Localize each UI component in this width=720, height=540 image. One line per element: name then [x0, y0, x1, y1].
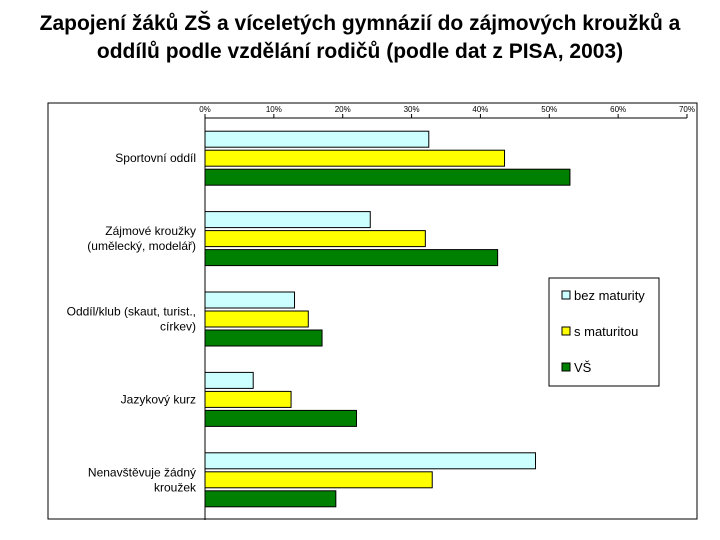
legend-label: bez maturity [574, 288, 645, 303]
legend-label: VŠ [574, 360, 592, 375]
bar [204, 329, 323, 347]
bar [204, 390, 292, 408]
x-tick-label: 40% [472, 105, 488, 114]
category-label: Zájmové kroužky [105, 224, 196, 238]
bar [204, 249, 499, 267]
bar [204, 310, 309, 328]
category-labels: Sportovní oddíl Zájmové kroužky(umělecký,… [67, 151, 197, 494]
x-tick-label: 50% [541, 105, 557, 114]
category-label: (umělecký, modelář) [87, 239, 196, 253]
bar [204, 471, 433, 489]
bar [204, 490, 337, 508]
bar [204, 452, 537, 470]
legend-swatch [561, 326, 571, 336]
bar [204, 130, 430, 148]
legend-swatch [561, 362, 571, 372]
x-tick-label: 60% [610, 105, 626, 114]
x-tick-label: 10% [266, 105, 282, 114]
bar [204, 149, 506, 167]
category-label: Sportovní oddíl [115, 151, 196, 165]
category-label: Oddíl/klub (skaut, turist., [67, 305, 196, 319]
bar [204, 409, 357, 427]
chart-title: Zapojení žáků ZŠ a víceletých gymnázií d… [39, 12, 681, 63]
bar [204, 291, 296, 309]
x-tick-label: 70% [679, 105, 695, 114]
bar [204, 371, 254, 389]
category-label: církev) [160, 320, 196, 334]
category-label: Jazykový kurz [121, 392, 196, 406]
bar [204, 230, 426, 248]
category-label: kroužek [154, 480, 197, 494]
x-tick-label: 30% [404, 105, 420, 114]
x-tick-label: 20% [335, 105, 351, 114]
x-tick-label: 0% [199, 105, 211, 114]
bar [204, 211, 371, 229]
category-label: Nenavštěvuje žádný [88, 465, 196, 479]
bars [204, 130, 571, 508]
legend-swatch [561, 290, 571, 300]
bar [204, 168, 571, 186]
legend: bez maturity s maturitou VŠ [548, 277, 660, 387]
legend-label: s maturitou [574, 324, 638, 339]
